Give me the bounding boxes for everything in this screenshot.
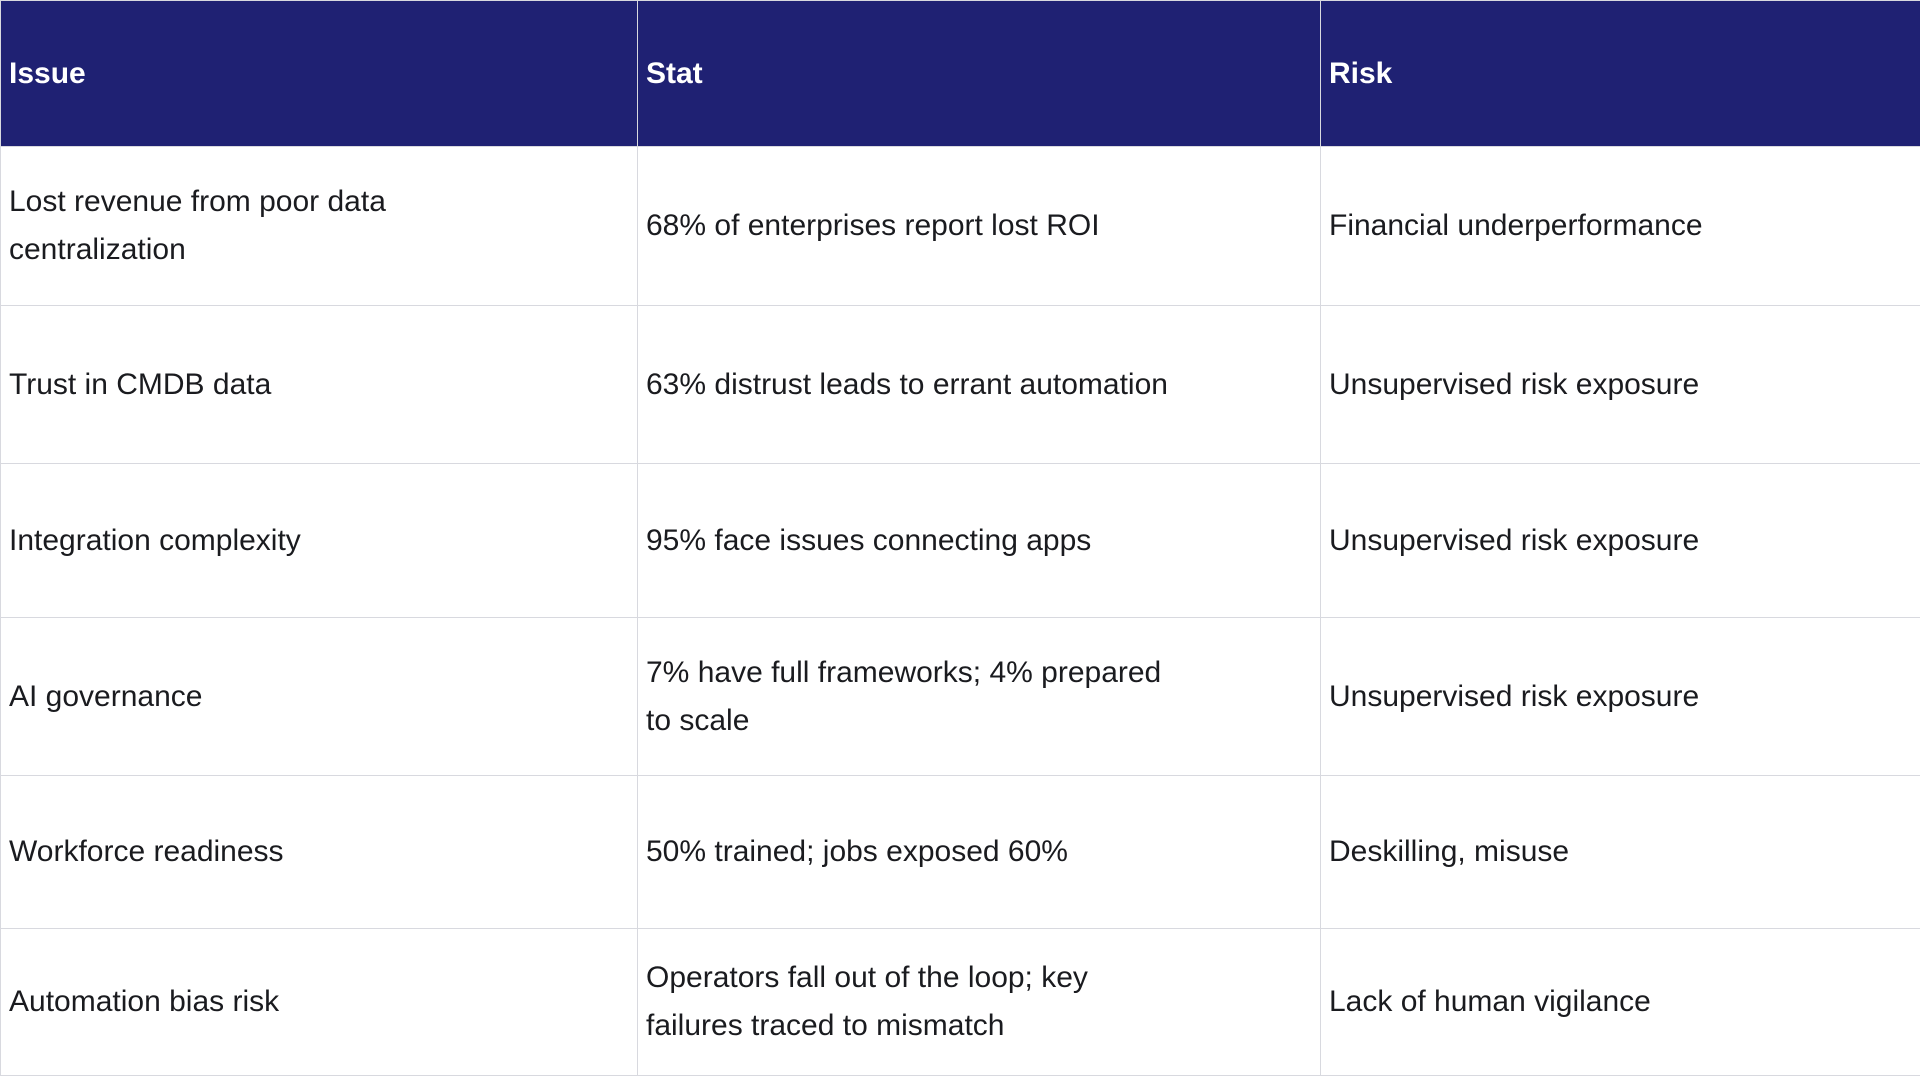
cell-risk: Deskilling, misuse	[1320, 775, 1920, 929]
cell-stat: 63% distrust leads to errant automation	[637, 305, 1321, 464]
table-row: Automation bias risk Operators fall out …	[0, 928, 1920, 1076]
cell-stat: 50% trained; jobs exposed 60%	[637, 775, 1321, 929]
column-header-issue: Issue	[0, 0, 638, 147]
cell-risk: Lack of human vigilance	[1320, 928, 1920, 1076]
column-header-risk: Risk	[1320, 0, 1920, 147]
cell-issue: Lost revenue from poor data centralizati…	[0, 146, 638, 306]
table-row: Trust in CMDB data 63% distrust leads to…	[0, 305, 1920, 464]
table-row: AI governance 7% have full frameworks; 4…	[0, 617, 1920, 776]
cell-stat: 95% face issues connecting apps	[637, 463, 1321, 618]
cell-risk: Unsupervised risk exposure	[1320, 463, 1920, 618]
cell-issue: Trust in CMDB data	[0, 305, 638, 464]
table-row: Lost revenue from poor data centralizati…	[0, 146, 1920, 306]
cell-stat: Operators fall out of the loop; key fail…	[637, 928, 1321, 1076]
cell-stat: 7% have full frameworks; 4% prepared to …	[637, 617, 1321, 776]
header-row: Issue Stat Risk	[0, 0, 1920, 147]
column-header-stat: Stat	[637, 0, 1321, 147]
cell-risk: Unsupervised risk exposure	[1320, 617, 1920, 776]
table-row: Integration complexity 95% face issues c…	[0, 463, 1920, 618]
table-row: Workforce readiness 50% trained; jobs ex…	[0, 775, 1920, 929]
table-body: Lost revenue from poor data centralizati…	[0, 146, 1920, 1076]
cell-risk: Financial underperformance	[1320, 146, 1920, 306]
cell-issue: Workforce readiness	[0, 775, 638, 929]
cell-issue: Integration complexity	[0, 463, 638, 618]
cell-issue: AI governance	[0, 617, 638, 776]
cell-stat: 68% of enterprises report lost ROI	[637, 146, 1321, 306]
table-header: Issue Stat Risk	[0, 0, 1920, 147]
cell-risk: Unsupervised risk exposure	[1320, 305, 1920, 464]
cell-issue: Automation bias risk	[0, 928, 638, 1076]
